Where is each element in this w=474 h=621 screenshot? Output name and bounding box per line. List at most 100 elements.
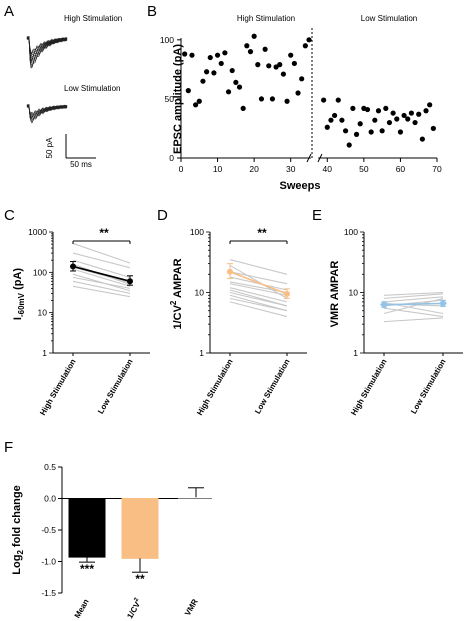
panel-f-bar	[178, 497, 214, 499]
panel-f-significance: ***	[80, 562, 94, 576]
panel-b-point	[299, 76, 305, 82]
panel-b-point	[214, 52, 221, 58]
panel-b-point	[185, 88, 191, 94]
panel-e-x-tick-label: High Stimulation	[349, 357, 389, 417]
panel-b-point	[284, 98, 290, 104]
panel-f-x-tick-label: VMR	[183, 597, 200, 617]
panel-e-individual-line	[383, 317, 444, 323]
panel-b-point	[419, 136, 425, 142]
panel-d-individual-line	[229, 301, 288, 318]
panel-d-individual-line	[229, 283, 288, 296]
panel-b-point	[306, 37, 312, 43]
panel-b-letter: B	[147, 3, 157, 20]
panel-b-point	[423, 108, 429, 114]
panel-d-x-tick-label: Low Stimulation	[253, 357, 292, 415]
panel-e-y-tick-label: 1	[353, 348, 358, 358]
panel-b-point	[328, 117, 334, 123]
panel-e-y-axis-label: VMR AMPAR	[329, 261, 341, 328]
low-stim-trace	[26, 105, 68, 124]
panel-b-point	[193, 102, 199, 108]
panel-b-x-tick-label: 50	[359, 164, 369, 174]
panel-c-letter: C	[4, 207, 15, 224]
panel-e-mean-line	[383, 302, 444, 306]
panel-b-point	[346, 142, 352, 148]
panel-b-point	[427, 102, 433, 108]
panel-c-mean-point	[70, 263, 76, 270]
high-stim-traces	[26, 35, 68, 69]
panel-b-point	[416, 111, 422, 117]
axis-break-mark	[306, 153, 312, 163]
panel-b-high-label: High Stimulation	[237, 14, 295, 23]
panel-b-y-tick-label: 100	[160, 35, 174, 45]
panel-f-y-tick-label: -0.5	[41, 525, 56, 535]
panel-c-mean-line	[72, 265, 131, 283]
panel-b-point	[302, 43, 308, 49]
panel-e-mean-point	[439, 299, 447, 308]
panel-b-point	[207, 54, 213, 61]
panel-b-x-tick-label: 20	[249, 164, 259, 174]
panel-c-individual-line	[72, 285, 131, 298]
panel-d-y-tick-label: 100	[190, 227, 204, 237]
panel-d-individual-line	[229, 259, 288, 275]
panel-d-x-tick-label: High Stimulation	[195, 357, 235, 417]
panel-c-individual-line	[72, 259, 131, 278]
panel-b-x-tick-label: 70	[432, 164, 442, 174]
panel-b-point	[233, 79, 239, 85]
panel-d-y-tick-label: 10	[195, 288, 205, 298]
panel-a-traces: High Stimulation Low Stimulation 50 pA 5…	[26, 14, 122, 169]
panel-b-point	[412, 119, 418, 126]
panel-b-low-label: Low Stimulation	[361, 14, 417, 23]
panel-b-point	[342, 128, 349, 134]
panel-b-y-tick-label: 50	[165, 94, 175, 104]
panel-d-letter: D	[157, 207, 168, 224]
panel-c-individual-line	[72, 242, 131, 264]
panel-b-point	[394, 116, 400, 122]
panel-f-chart: Log2 fold change 0.5 0.0 -0.5 -1.0 -1.5 *** Me…	[11, 462, 214, 620]
panel-c-x-tick-label: Low Stimulation	[96, 357, 135, 415]
panel-b-point	[324, 124, 330, 130]
panel-b-point	[401, 112, 407, 119]
panel-e-individual-line	[383, 307, 444, 318]
panel-b-point	[255, 62, 261, 68]
panel-b-point	[372, 117, 378, 123]
panel-e-individual-line	[383, 296, 444, 303]
panel-f-y-tick-label: 0.5	[44, 462, 56, 472]
panel-c-individual-line	[72, 252, 131, 269]
panel-b-point	[225, 89, 232, 95]
panel-b-x-tick-label: 60	[396, 164, 406, 174]
panel-b-point	[375, 108, 382, 114]
panel-b-point	[368, 129, 374, 135]
panel-b-point	[379, 128, 385, 134]
axis-break-mark	[317, 153, 323, 163]
panel-c-significance: **	[99, 226, 109, 240]
panel-b-point	[280, 71, 286, 77]
panel-f-significance: **	[135, 572, 145, 586]
panel-d-individual-line	[229, 297, 288, 312]
panel-d-chart: 1/CV2 AMPAR ** 1 10 100 High Stimulation Low…	[169, 226, 307, 417]
panel-b-point	[211, 70, 217, 76]
panel-e-individual-line	[383, 291, 444, 296]
panel-b-point	[247, 49, 254, 55]
panel-e-mean-point	[380, 300, 388, 309]
panel-b-point	[390, 110, 396, 116]
panel-c-y-tick-label: 100	[33, 267, 47, 277]
panel-c-y-axis-label: I-60mV (pA)	[12, 268, 26, 320]
panel-d-mean-line	[229, 271, 288, 295]
panel-f-bar	[121, 498, 159, 559]
panel-b-point	[408, 110, 414, 116]
panel-c-x-tick-label: High Stimulation	[38, 357, 78, 417]
panel-d-individual-line	[229, 291, 288, 307]
panel-b-point	[196, 98, 202, 104]
panel-b-x-tick-label: 30	[286, 164, 296, 174]
panel-f-x-tick-label: Mean	[73, 597, 91, 619]
scale-bar-y-label: 50 pA	[45, 137, 54, 159]
panel-b-point	[350, 105, 356, 111]
panel-f-bar	[68, 498, 106, 558]
panel-b-point	[236, 84, 243, 90]
panel-b-point	[364, 106, 371, 113]
panel-e-individual-line	[383, 297, 444, 315]
panel-b-point	[291, 60, 297, 67]
panel-b-x-tick-label: 0	[179, 164, 184, 174]
panel-f-y-axis-label: Log2 fold change	[11, 485, 25, 574]
panel-b-point	[244, 43, 250, 49]
